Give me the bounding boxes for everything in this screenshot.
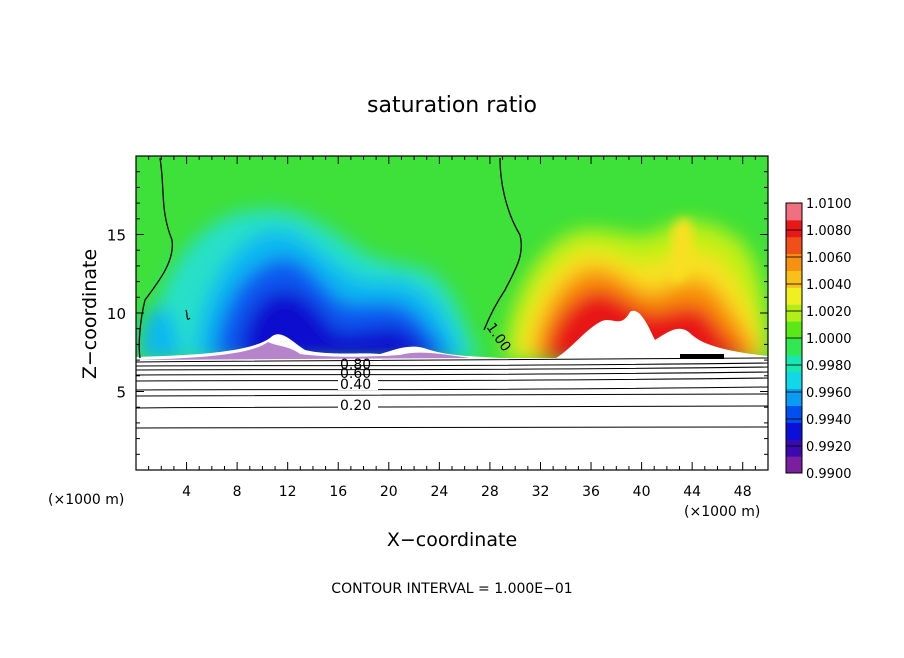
x-tick-label: 32	[532, 484, 550, 500]
y-tick-label: 5	[116, 384, 126, 402]
x-tick-label: 16	[329, 484, 347, 500]
colorbar-label: 1.0020	[806, 305, 852, 320]
colorbar-label: 0.9960	[806, 386, 852, 401]
x-tick-label: 24	[430, 484, 448, 500]
colorbar-swatch	[786, 219, 802, 238]
colorbar-label: 1.0060	[806, 251, 852, 266]
colorbar-swatch	[786, 439, 802, 457]
colorbar-swatch	[786, 338, 802, 356]
x-axis: 4 8 12 16 20 24 28 32 36 40 44 48	[148, 156, 756, 500]
x-tick-label: 20	[380, 484, 398, 500]
colorbar-label: 1.0040	[806, 278, 852, 293]
x-axis-label: X−coordinate	[387, 529, 517, 551]
colorbar-swatch	[786, 456, 802, 474]
colorbar-label: 0.9900	[806, 467, 852, 482]
x-tick-label: 48	[734, 484, 752, 500]
colorbar-swatch	[786, 388, 802, 406]
contour-lines	[135, 357, 769, 429]
colorbar: 1.0100 1.0080 1.0060 1.0040 1.0020 1.0000 0.99…	[785, 197, 852, 482]
x-tick-label: 28	[481, 484, 499, 500]
x-tick-label: 4	[182, 484, 191, 500]
x-tick-label: 44	[683, 484, 701, 500]
colorbar-label: 1.0100	[806, 197, 852, 212]
y-tick-label: 10	[107, 305, 126, 323]
x-unit-left: (×1000 m)	[48, 492, 124, 508]
colorbar-swatch	[786, 203, 802, 221]
contour-label-040: 0.40	[340, 377, 371, 393]
colorbar-swatch	[786, 321, 802, 339]
y-axis: 5 10 15	[107, 171, 768, 455]
colorbar-label: 1.0000	[806, 332, 852, 347]
x-tick-label: 40	[633, 484, 651, 500]
colorbar-swatch	[786, 270, 802, 288]
colorbar-swatch	[786, 287, 802, 305]
colorbar-swatch	[786, 304, 802, 322]
heatmap-field	[136, 156, 768, 360]
x-unit-right: (×1000 m)	[684, 504, 760, 520]
colorbar-swatch	[786, 236, 802, 255]
colorbar-label: 0.9920	[806, 440, 852, 455]
x-tick-label: 12	[279, 484, 297, 500]
contour-label-060: 0.60	[340, 366, 371, 382]
x-tick-label: 8	[233, 484, 242, 500]
colorbar-swatch	[786, 354, 802, 373]
x-tick-label: 36	[582, 484, 600, 500]
colorbar-swatch	[786, 422, 802, 440]
colorbar-swatch	[786, 371, 802, 390]
colorbar-swatch	[786, 405, 802, 423]
colorbar-label: 0.9940	[806, 413, 852, 428]
colorbar-swatch	[786, 253, 802, 271]
chart-title: saturation ratio	[367, 93, 537, 118]
y-axis-label: Z−coordinate	[79, 249, 101, 379]
colorbar-label: 1.0080	[806, 224, 852, 239]
contour-label-020: 0.20	[340, 398, 371, 414]
y-tick-label: 15	[107, 227, 126, 245]
contour-interval-note: CONTOUR INTERVAL = 1.000E−01	[331, 581, 572, 597]
colorbar-label: 0.9980	[806, 359, 852, 374]
contour-label-080: 0.80	[340, 357, 371, 373]
